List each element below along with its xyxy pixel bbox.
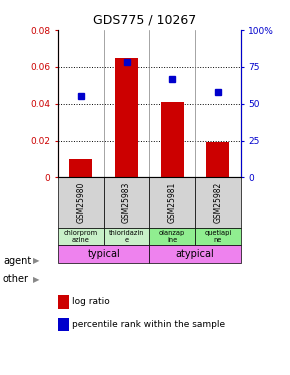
- Text: ▶: ▶: [33, 256, 40, 265]
- Text: GSM25981: GSM25981: [168, 182, 177, 224]
- Text: GSM25980: GSM25980: [76, 182, 85, 224]
- Text: thioridazin
e: thioridazin e: [109, 230, 144, 243]
- Bar: [161, 102, 184, 177]
- Bar: [58, 228, 104, 245]
- Text: quetiapi
ne: quetiapi ne: [204, 230, 231, 243]
- Text: agent: agent: [3, 256, 31, 266]
- Text: chlorprom
azine: chlorprom azine: [64, 230, 98, 243]
- Bar: [195, 177, 241, 228]
- Bar: [149, 228, 195, 245]
- Bar: [115, 58, 138, 177]
- Bar: [58, 245, 149, 262]
- Text: percentile rank within the sample: percentile rank within the sample: [72, 320, 226, 329]
- Bar: [149, 177, 195, 228]
- Bar: [69, 159, 92, 177]
- Bar: [149, 245, 241, 262]
- Bar: [206, 142, 229, 177]
- Bar: [58, 177, 104, 228]
- Text: log ratio: log ratio: [72, 297, 110, 306]
- Text: GSM25983: GSM25983: [122, 182, 131, 224]
- Text: other: other: [3, 274, 29, 284]
- Bar: [104, 177, 149, 228]
- Text: olanzap
ine: olanzap ine: [159, 230, 185, 243]
- Text: GDS775 / 10267: GDS775 / 10267: [93, 13, 197, 26]
- Text: typical: typical: [87, 249, 120, 259]
- Text: ▶: ▶: [33, 275, 40, 284]
- Text: atypical: atypical: [176, 249, 214, 259]
- Text: GSM25982: GSM25982: [213, 182, 222, 224]
- Bar: [195, 228, 241, 245]
- Bar: [104, 228, 149, 245]
